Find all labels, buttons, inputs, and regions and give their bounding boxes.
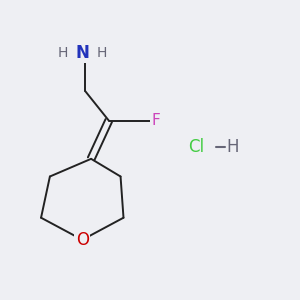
Text: N: N [75,44,89,62]
Text: O: O [76,231,89,249]
Text: H: H [58,46,68,60]
Text: H: H [96,46,106,60]
Text: F: F [152,113,160,128]
Text: H: H [226,138,239,156]
Text: Cl: Cl [188,138,205,156]
